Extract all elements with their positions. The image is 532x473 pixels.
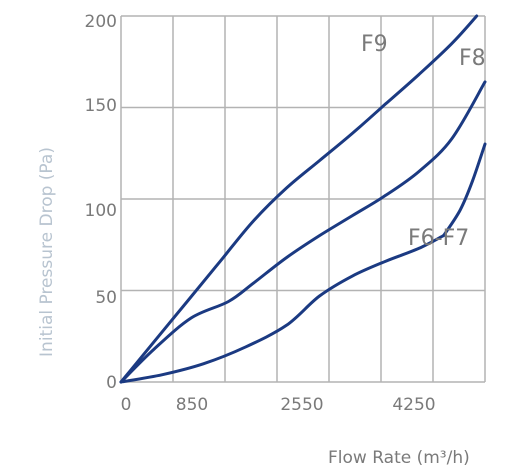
series-lines	[119, 14, 487, 384]
x-axis-label: Flow Rate (m³/h)	[328, 448, 470, 468]
y-tick-label: 100	[85, 201, 117, 221]
y-tick-label: 50	[95, 288, 117, 308]
y-tick-label: 200	[85, 12, 117, 32]
y-axis-label: Initial Pressure Drop (Pa)	[37, 147, 57, 357]
tick-labels: 0 50 100 150 200 0 850 2550 4250	[85, 12, 436, 415]
x-tick-label: 850	[176, 395, 208, 415]
series-line-f8	[119, 80, 487, 384]
series-line-segment-3	[442, 142, 487, 238]
y-tick-label: 150	[85, 96, 117, 116]
x-tick-label: 0	[121, 395, 132, 415]
series-label-f9: F9	[361, 32, 388, 57]
y-tick-label: 0	[106, 373, 117, 393]
series-line-f6-f7	[119, 234, 446, 384]
x-tick-label: 2550	[280, 395, 323, 415]
series-line-f9	[119, 14, 479, 384]
series-label-f8: F8	[459, 46, 486, 71]
x-tick-label: 4250	[392, 395, 435, 415]
grid	[120, 15, 486, 383]
series-label-f6-f7: F6-F7	[408, 226, 469, 251]
